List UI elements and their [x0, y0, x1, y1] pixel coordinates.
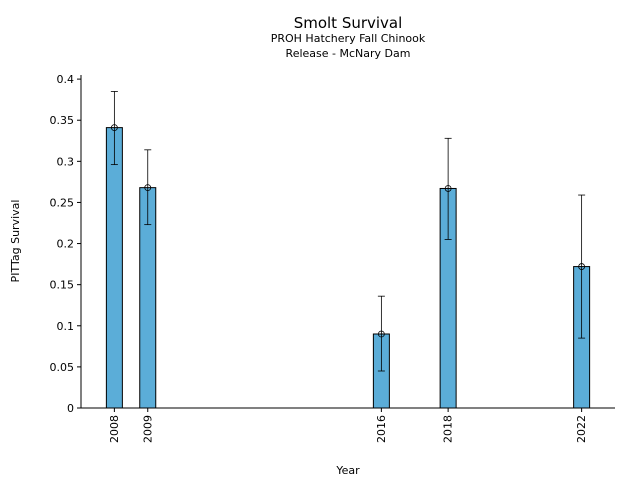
x-tick-label: 2018: [442, 415, 455, 443]
x-tick-label: 2009: [141, 415, 154, 443]
y-tick-label: 0.1: [57, 320, 75, 333]
chart-subtitle-line-1: PROH Hatchery Fall Chinook: [271, 32, 426, 45]
y-tick-label: 0.3: [57, 155, 75, 168]
y-tick-label: 0.15: [50, 279, 75, 292]
y-tick-label: 0.05: [50, 361, 75, 374]
bars-group: [105, 127, 591, 409]
estimate-marker-2018: [444, 185, 452, 192]
chart-title: Smolt Survival: [294, 14, 403, 32]
estimate-marker-2016: [377, 330, 385, 338]
estimate-marker-2009: [144, 184, 152, 192]
error-bars-group: [110, 91, 586, 372]
x-tick-label: 2022: [575, 415, 588, 443]
y-tick-label: 0.25: [50, 196, 75, 209]
estimate-marker-2022: [578, 263, 586, 270]
estimate-marker-2008: [110, 124, 118, 132]
x-axis-ticks: 2008 2009 2016 2018 2022: [108, 408, 588, 443]
x-tick-label: 2008: [108, 415, 121, 443]
y-axis-ticks: 0 0.05 0.1 0.15 0.2 0.25 0.3 0.35 0.4: [50, 73, 81, 415]
x-tick-label: 2016: [375, 415, 388, 443]
y-tick-label: 0: [67, 402, 74, 415]
x-axis-label: Year: [335, 464, 360, 477]
chart-subtitle-line-2: Release - McNary Dam: [286, 47, 411, 60]
y-axis-label: PITTag Survival: [9, 200, 22, 283]
y-tick-label: 0.35: [50, 114, 75, 127]
y-tick-label: 0.4: [57, 73, 75, 86]
y-tick-label: 0.2: [57, 238, 75, 251]
bar-2008: [105, 127, 123, 409]
